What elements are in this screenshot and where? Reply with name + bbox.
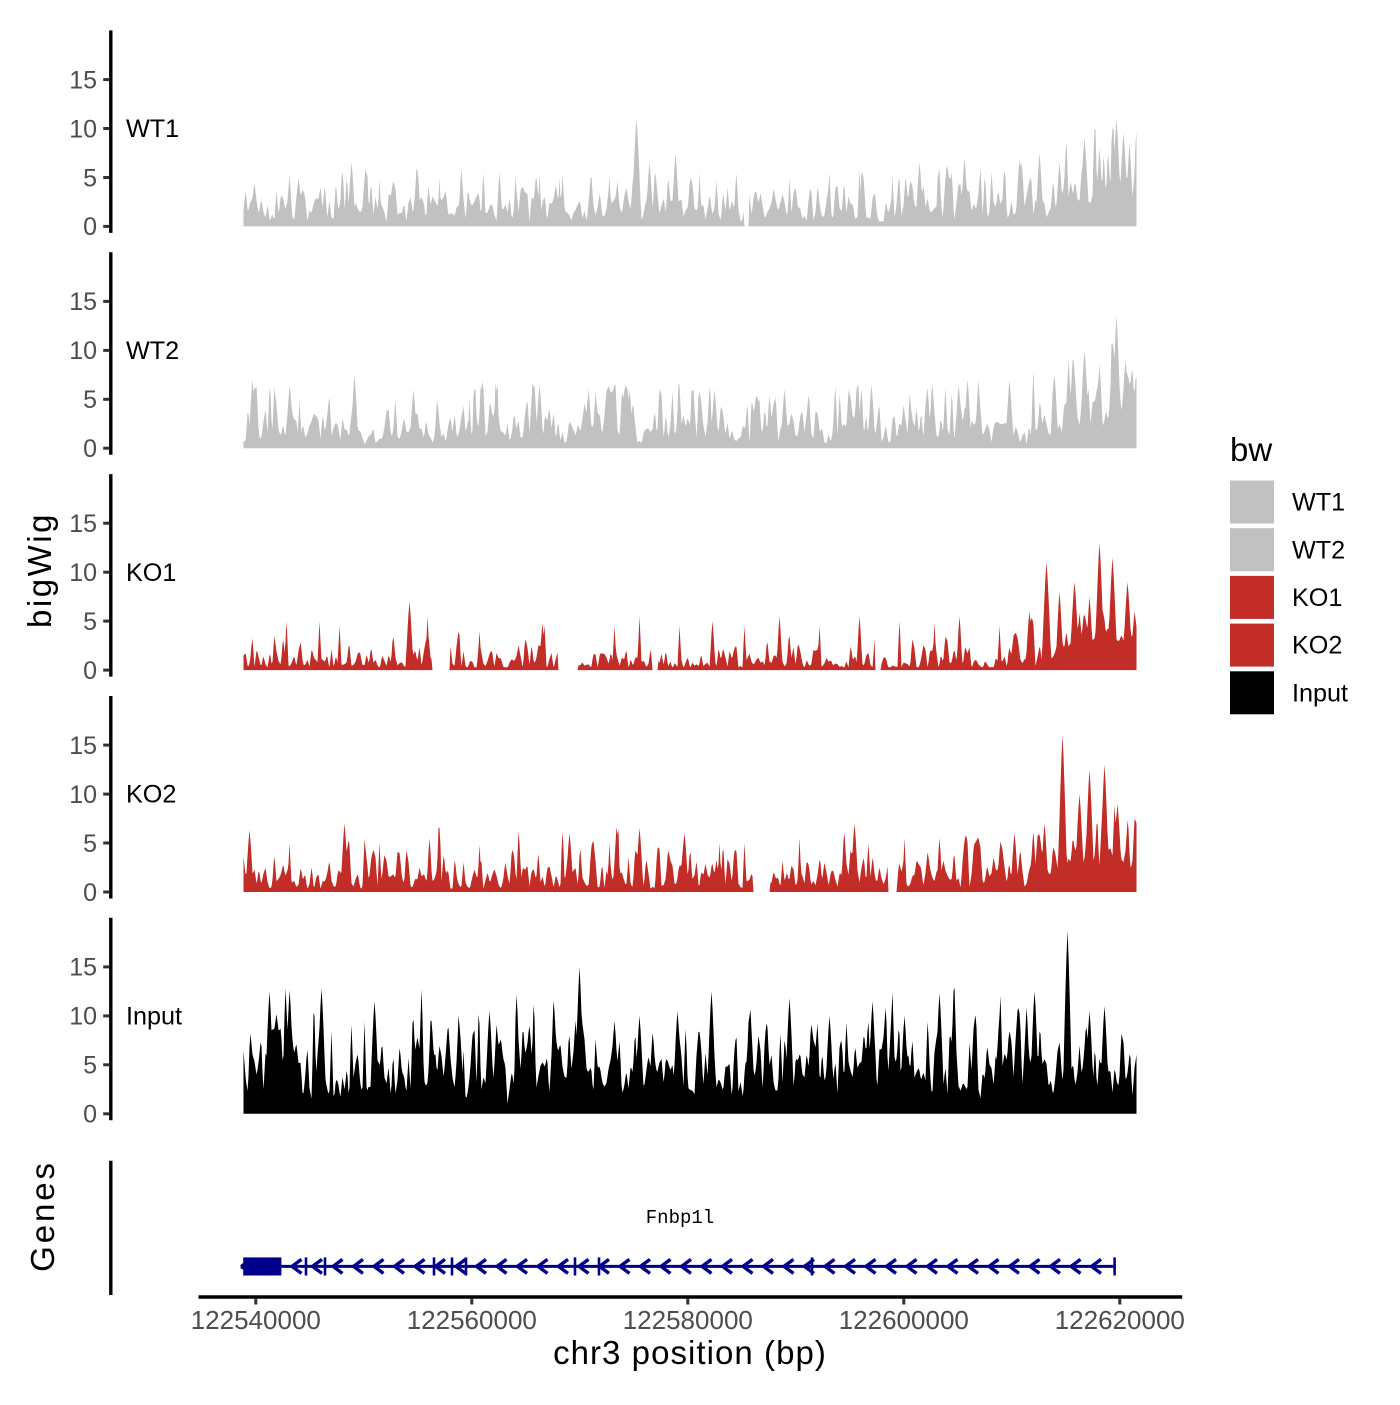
svg-text:5: 5 [83, 1052, 97, 1080]
svg-text:10: 10 [69, 1003, 97, 1031]
svg-text:122560000: 122560000 [407, 1305, 537, 1335]
svg-text:WT2: WT2 [1292, 536, 1345, 564]
svg-text:Fnbp1l: Fnbp1l [646, 1207, 714, 1229]
svg-text:10: 10 [69, 115, 97, 143]
svg-text:5: 5 [83, 830, 97, 858]
svg-text:KO2: KO2 [1292, 632, 1342, 660]
svg-text:KO1: KO1 [1292, 584, 1342, 612]
svg-text:0: 0 [83, 213, 97, 241]
svg-text:0: 0 [83, 879, 97, 907]
svg-text:bigWig: bigWig [21, 512, 58, 628]
svg-text:5: 5 [83, 608, 97, 636]
svg-text:WT1: WT1 [1292, 489, 1345, 517]
svg-text:5: 5 [83, 164, 97, 192]
svg-text:Input: Input [1292, 679, 1348, 707]
svg-text:15: 15 [69, 954, 97, 982]
svg-text:10: 10 [69, 781, 97, 809]
svg-text:KO1: KO1 [126, 559, 176, 587]
svg-text:bw: bw [1230, 431, 1272, 468]
svg-text:Input: Input [126, 1003, 182, 1031]
svg-text:chr3 position (bp): chr3 position (bp) [553, 1334, 827, 1371]
svg-text:15: 15 [69, 288, 97, 316]
svg-text:122600000: 122600000 [839, 1305, 969, 1335]
svg-text:15: 15 [69, 732, 97, 760]
svg-text:0: 0 [83, 657, 97, 685]
svg-text:15: 15 [69, 66, 97, 94]
svg-text:Genes: Genes [24, 1160, 61, 1272]
svg-text:10: 10 [69, 559, 97, 587]
svg-text:122620000: 122620000 [1055, 1305, 1185, 1335]
svg-text:0: 0 [83, 435, 97, 463]
svg-text:WT1: WT1 [126, 115, 179, 143]
svg-text:122580000: 122580000 [623, 1305, 753, 1335]
svg-text:KO2: KO2 [126, 781, 176, 809]
svg-text:15: 15 [69, 510, 97, 538]
svg-text:10: 10 [69, 337, 97, 365]
svg-text:5: 5 [83, 386, 97, 414]
svg-text:122540000: 122540000 [191, 1305, 321, 1335]
svg-text:0: 0 [83, 1101, 97, 1129]
svg-text:WT2: WT2 [126, 337, 179, 365]
